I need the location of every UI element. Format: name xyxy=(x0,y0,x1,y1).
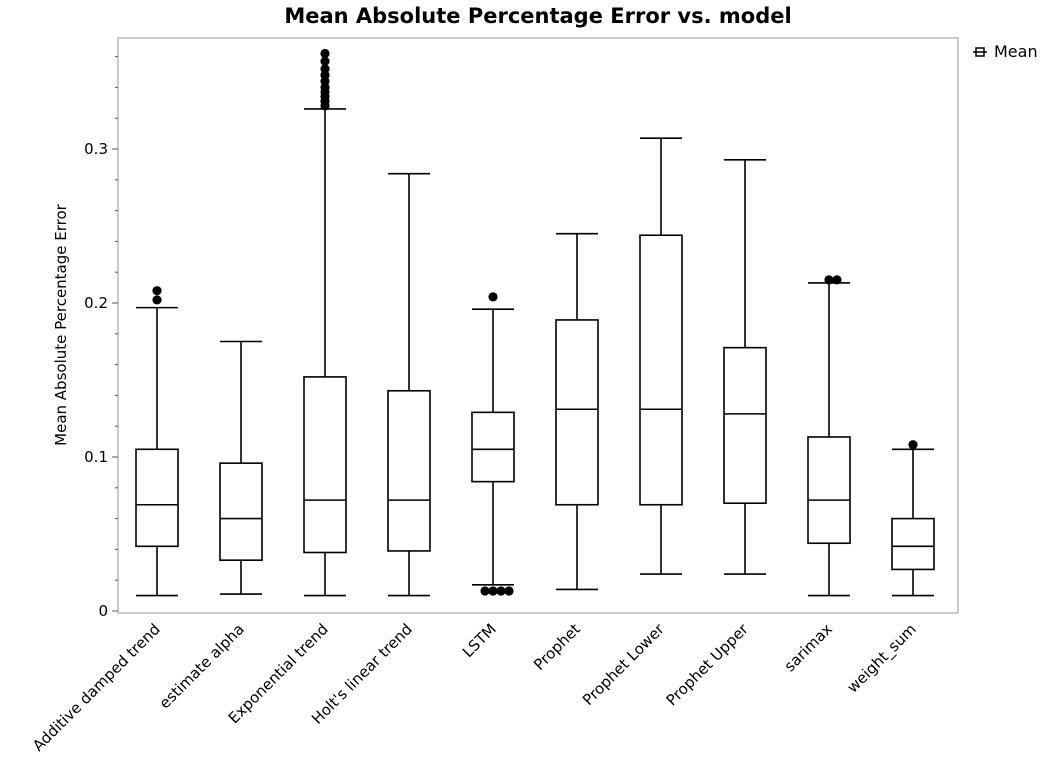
iqr-box xyxy=(723,346,767,504)
outlier-point xyxy=(152,286,162,296)
y-tick-label: 0.1 xyxy=(84,448,108,466)
y-tick-label: 0.3 xyxy=(84,140,108,158)
plot-frame xyxy=(117,37,959,614)
box-1 xyxy=(135,286,179,597)
y-axis: 0 0.1 0.2 0.3 xyxy=(84,56,118,620)
iqr-box xyxy=(303,376,347,554)
box-4 xyxy=(387,172,431,597)
iqr-box xyxy=(555,319,599,506)
box-10 xyxy=(891,440,935,597)
x-tick-label: LSTM xyxy=(459,620,500,661)
outlier-point xyxy=(488,586,498,596)
chart-title: Mean Absolute Percentage Error vs. model xyxy=(284,4,792,28)
iqr-box xyxy=(639,234,683,506)
outlier-point xyxy=(480,586,490,596)
box-9 xyxy=(807,275,851,597)
outlier-point xyxy=(152,295,162,305)
iqr-box xyxy=(135,448,179,548)
outlier-point xyxy=(496,586,506,596)
outlier-point xyxy=(504,586,514,596)
iqr-box xyxy=(471,411,515,483)
box-2 xyxy=(219,340,263,595)
outlier-point xyxy=(320,64,330,74)
y-tick-label: 0 xyxy=(98,602,108,620)
outlier-point xyxy=(488,292,498,302)
box-6 xyxy=(555,232,599,591)
x-tick-label: Additive damped trend xyxy=(29,620,164,755)
iqr-box xyxy=(387,389,431,552)
x-tick-label: Prophet Lower xyxy=(579,620,668,709)
x-tick-label: estimate alpha xyxy=(156,620,248,712)
legend: Mean xyxy=(972,42,1038,61)
iqr-box xyxy=(219,462,263,561)
x-tick-label: Prophet Upper xyxy=(663,620,753,710)
outlier-point xyxy=(908,440,918,450)
outlier-point xyxy=(832,275,842,285)
iqr-box xyxy=(807,436,851,545)
x-tick-label: sarimax xyxy=(781,620,836,675)
y-tick-label: 0.2 xyxy=(84,294,108,312)
box-7 xyxy=(639,137,683,575)
legend-label: Mean xyxy=(994,42,1038,61)
box-3 xyxy=(303,48,347,597)
outlier-point xyxy=(824,275,834,285)
box-5 xyxy=(471,292,515,596)
mean-marker-icon xyxy=(973,46,987,57)
outlier-point xyxy=(320,56,330,66)
x-tick-label: weight_sum xyxy=(843,620,920,697)
x-tick-label: Prophet xyxy=(530,620,584,674)
boxes xyxy=(135,48,935,597)
box-8 xyxy=(723,158,767,575)
iqr-box xyxy=(891,517,935,571)
y-axis-label: Mean Absolute Percentage Error xyxy=(52,203,70,446)
outlier-point xyxy=(320,48,330,59)
